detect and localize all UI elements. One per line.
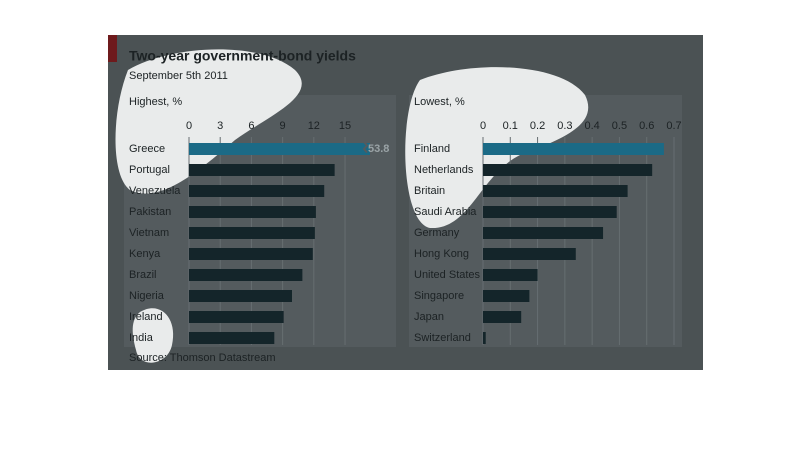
- x-tick-label: 0.6: [639, 120, 654, 132]
- category-label: Hong Kong: [414, 248, 469, 260]
- highlight-blob: [115, 49, 302, 194]
- bar: [189, 248, 313, 260]
- category-label: Singapore: [414, 290, 464, 302]
- panel-title: Lowest, %: [414, 96, 465, 108]
- x-tick-label: 0.7: [666, 120, 681, 132]
- category-label: Nigeria: [129, 290, 165, 302]
- category-label: Greece: [129, 143, 165, 155]
- bar: [483, 164, 653, 176]
- bar: [483, 143, 664, 155]
- category-label: Switzerland: [414, 332, 471, 344]
- x-tick-label: 0.1: [503, 120, 518, 132]
- category-label: Netherlands: [414, 164, 474, 176]
- x-tick-label: 0: [480, 120, 486, 132]
- x-tick-label: 3: [217, 120, 223, 132]
- bar: [189, 269, 303, 281]
- source: Source: Thomson Datastream: [129, 352, 276, 364]
- bar: [483, 248, 576, 260]
- x-tick-label: 0.5: [612, 120, 627, 132]
- bar: [483, 185, 628, 197]
- category-label: Venezuela: [129, 185, 181, 197]
- bar: [189, 332, 275, 344]
- bar: [189, 164, 335, 176]
- category-label: Kenya: [129, 248, 161, 260]
- bar: [483, 269, 538, 281]
- value-label: 53.8: [368, 143, 389, 155]
- x-tick-label: 9: [280, 120, 286, 132]
- bar: [189, 227, 315, 239]
- category-label: Saudi Arabia: [414, 206, 477, 218]
- highlight-blob: [132, 308, 174, 363]
- category-label: Portugal: [129, 164, 170, 176]
- chart-subtitle: September 5th 2011: [129, 70, 228, 82]
- bar: [189, 185, 325, 197]
- category-label: India: [129, 332, 154, 344]
- category-label: United States: [414, 269, 481, 281]
- category-label: Brazil: [129, 269, 157, 281]
- category-label: Ireland: [129, 311, 163, 323]
- category-label: Pakistan: [129, 206, 171, 218]
- x-tick-label: 0: [186, 120, 192, 132]
- x-tick-label: 15: [339, 120, 351, 132]
- x-tick-label: 0.4: [584, 120, 599, 132]
- bar: [189, 290, 292, 302]
- x-tick-label: 0.3: [557, 120, 572, 132]
- bar: [483, 206, 617, 218]
- x-tick-label: 12: [308, 120, 320, 132]
- panel-title: Highest, %: [129, 96, 182, 108]
- category-label: Germany: [414, 227, 460, 239]
- axis-break: [362, 141, 369, 154]
- bar: [189, 143, 370, 155]
- x-tick-label: 6: [248, 120, 254, 132]
- bar: [483, 311, 522, 323]
- chart-title: Two-year government-bond yields: [129, 48, 356, 64]
- bar: [189, 206, 316, 218]
- bar: [483, 332, 486, 344]
- bar: [483, 290, 530, 302]
- category-label: Japan: [414, 311, 444, 323]
- brand-mark: [108, 35, 117, 62]
- category-label: Finland: [414, 143, 450, 155]
- x-tick-label: 0.2: [530, 120, 545, 132]
- category-label: Vietnam: [129, 227, 169, 239]
- category-label: Britain: [414, 185, 445, 197]
- bar: [189, 311, 284, 323]
- bar: [483, 227, 604, 239]
